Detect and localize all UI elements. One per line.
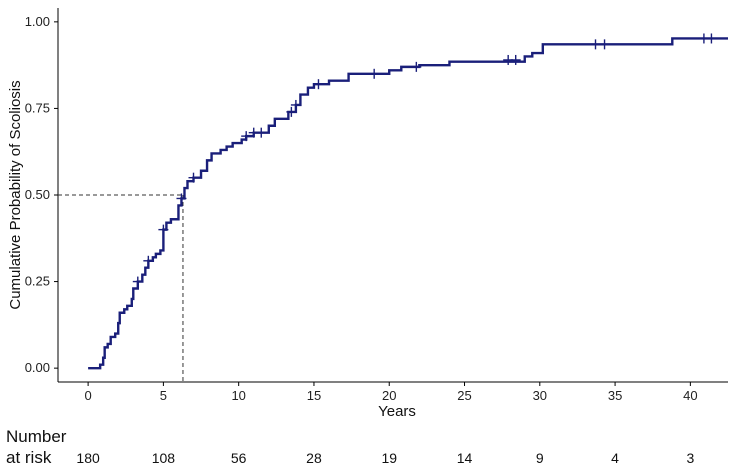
risk-table-values: 180 108 56 28 19 14 9 4 3 bbox=[76, 450, 694, 466]
x-tick-label: 5 bbox=[160, 388, 167, 403]
y-tick-label: 0.75 bbox=[25, 100, 50, 115]
risk-count: 9 bbox=[536, 450, 544, 466]
x-tick-label: 0 bbox=[84, 388, 91, 403]
censor-mark bbox=[158, 224, 169, 235]
censor-mark bbox=[286, 106, 297, 117]
censor-mark bbox=[510, 54, 521, 65]
y-tick-label: 0.25 bbox=[25, 274, 50, 289]
risk-count: 28 bbox=[306, 450, 322, 466]
censor-mark bbox=[590, 39, 601, 50]
y-tick-label: 0.00 bbox=[25, 360, 50, 375]
risk-count: 14 bbox=[457, 450, 473, 466]
risk-table-heading-line2: at risk bbox=[6, 448, 52, 467]
censor-mark bbox=[188, 172, 199, 183]
censor-mark bbox=[132, 276, 143, 287]
censor-marks bbox=[132, 33, 717, 287]
censor-mark bbox=[313, 79, 324, 90]
risk-count: 108 bbox=[152, 450, 176, 466]
y-tick-label: 0.50 bbox=[25, 187, 50, 202]
censor-mark bbox=[706, 33, 717, 44]
survival-curve-line bbox=[88, 37, 728, 370]
censor-mark bbox=[599, 39, 610, 50]
censor-mark bbox=[411, 61, 422, 72]
x-tick-label: 10 bbox=[231, 388, 245, 403]
censor-mark bbox=[143, 255, 154, 266]
y-axis-title: Cumulative Probability of Scoliosis bbox=[7, 80, 24, 309]
y-tick-label: 1.00 bbox=[25, 14, 50, 29]
x-tick-label: 30 bbox=[533, 388, 547, 403]
x-ticks: 0 5 10 15 20 25 30 35 40 bbox=[84, 382, 698, 403]
censor-mark bbox=[256, 127, 267, 138]
risk-count: 4 bbox=[611, 450, 619, 466]
censor-mark bbox=[290, 99, 301, 110]
x-axis-title: Years bbox=[378, 403, 416, 420]
risk-count: 3 bbox=[686, 450, 694, 466]
x-tick-label: 20 bbox=[382, 388, 396, 403]
x-tick-label: 15 bbox=[307, 388, 321, 403]
censor-mark bbox=[241, 131, 252, 142]
risk-count: 180 bbox=[76, 450, 100, 466]
censor-mark bbox=[369, 68, 380, 79]
risk-count: 56 bbox=[231, 450, 247, 466]
risk-table-heading-line1: Number bbox=[6, 427, 67, 446]
curve-group bbox=[88, 37, 728, 370]
risk-count: 19 bbox=[381, 450, 397, 466]
censor-mark bbox=[176, 193, 187, 204]
median-reference-lines bbox=[58, 194, 184, 382]
x-tick-label: 35 bbox=[608, 388, 622, 403]
x-tick-label: 25 bbox=[457, 388, 471, 403]
x-tick-label: 40 bbox=[683, 388, 697, 403]
y-ticks: 0.00 0.25 0.50 0.75 1.00 bbox=[25, 14, 58, 375]
